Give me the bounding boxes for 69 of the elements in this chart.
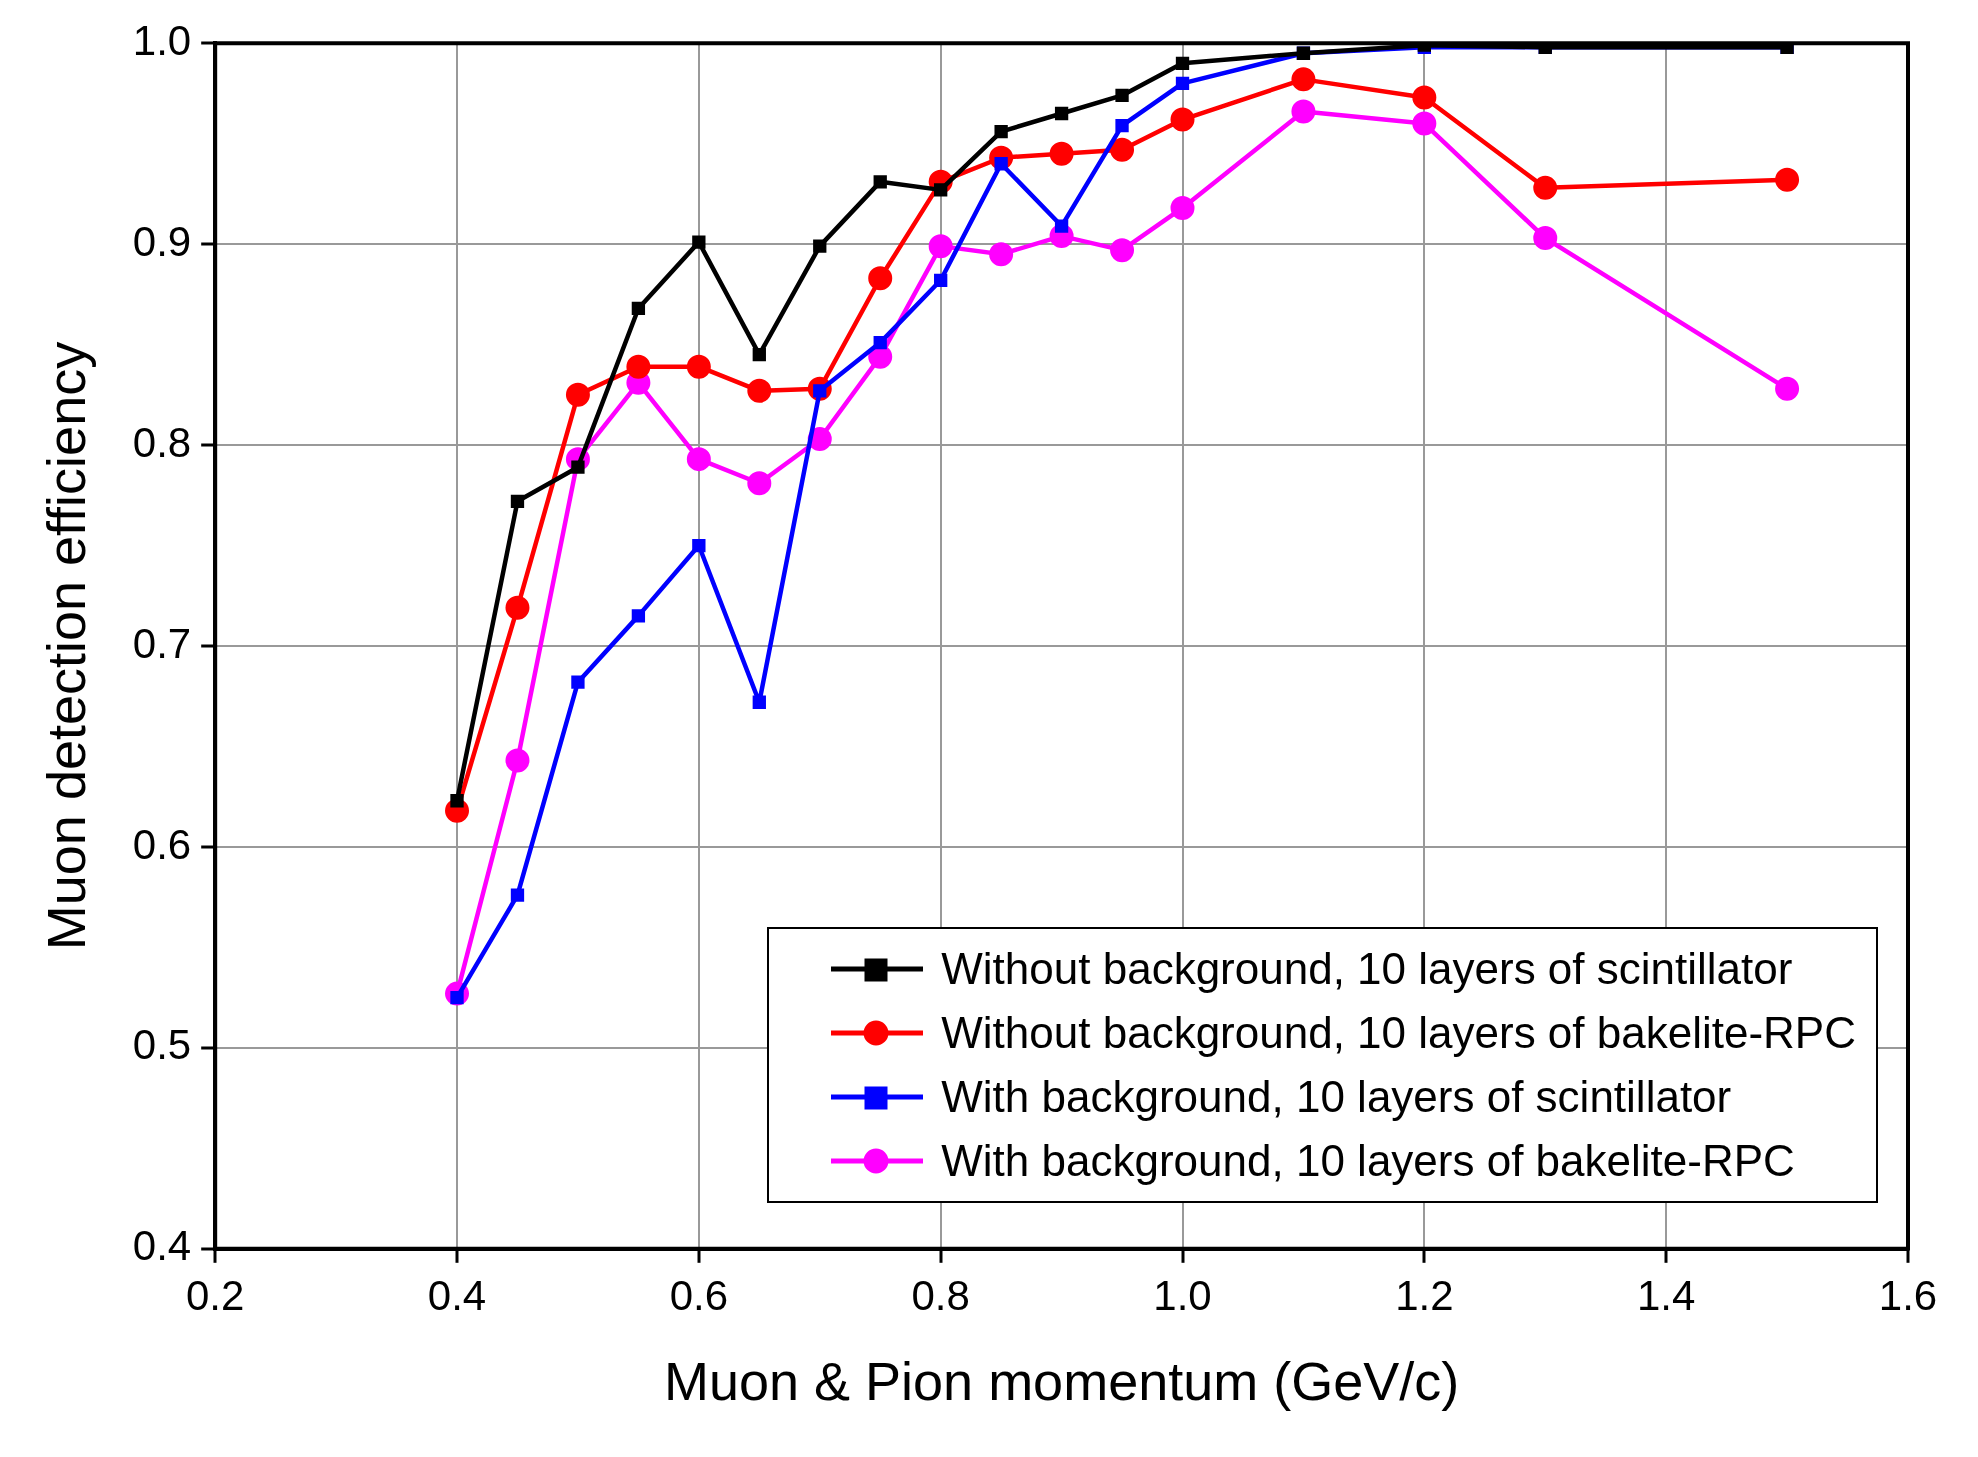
point [752, 347, 766, 362]
point [686, 354, 711, 379]
point [505, 595, 530, 620]
y-tick-label: 0.4 [132, 1222, 192, 1270]
point [1412, 85, 1437, 110]
point [1175, 56, 1190, 70]
point [813, 239, 827, 253]
point [1533, 226, 1558, 251]
y-tick-label: 0.6 [132, 820, 192, 868]
x-axis-title: Muon & Pion momentum (GeV/c) [663, 1351, 1460, 1412]
point [565, 382, 590, 407]
point [1054, 219, 1069, 233]
point [571, 675, 585, 689]
y-tick-label: 0.8 [132, 418, 192, 466]
point [1775, 376, 1800, 401]
point [1115, 118, 1129, 133]
y-tick-label: 1.0 [132, 16, 192, 64]
point [994, 124, 1008, 139]
x-tick-label: 0.2 [185, 1271, 245, 1319]
point [626, 354, 651, 379]
point [994, 157, 1008, 171]
point [631, 301, 646, 316]
point [505, 748, 530, 773]
point [873, 335, 887, 350]
point [692, 538, 706, 553]
point [1049, 141, 1074, 166]
point [692, 235, 706, 249]
x-tick-label: 1.0 [1153, 1271, 1212, 1319]
point [989, 242, 1014, 267]
point [934, 183, 948, 197]
point [868, 266, 893, 291]
point [686, 447, 711, 472]
y-tick-label: 0.9 [132, 217, 192, 265]
legend-label: Without background, 10 layers of bakelite-RPC [941, 1008, 1856, 1058]
legend-label: Without background, 10 layers of scintillator [941, 944, 1793, 994]
point [1291, 67, 1316, 92]
point [571, 460, 585, 474]
point [1054, 106, 1069, 121]
point [873, 175, 887, 189]
point [928, 234, 953, 259]
point [1170, 195, 1195, 220]
y-tick-label: 0.7 [132, 619, 192, 667]
point [934, 273, 948, 287]
point [1110, 137, 1135, 162]
x-tick-label: 0.6 [669, 1271, 729, 1319]
x-tick-label: 1.2 [1395, 1271, 1454, 1319]
point [510, 494, 525, 508]
legend-label: With background, 10 layers of scintillator [941, 1072, 1732, 1122]
point [1170, 107, 1195, 132]
x-tick-label: 1.6 [1878, 1271, 1938, 1319]
x-tick-label: 1.4 [1636, 1271, 1696, 1319]
point [1291, 99, 1316, 124]
point [450, 794, 464, 808]
legend-label: With background, 10 layers of bakelite-RPC [941, 1136, 1795, 1186]
y-axis-title: Muon detection efficiency [36, 341, 97, 951]
point [752, 695, 766, 709]
point [1533, 175, 1558, 200]
point [1110, 238, 1135, 263]
point [1775, 167, 1800, 192]
y-tick-label: 0.5 [132, 1021, 192, 1069]
point [747, 471, 772, 496]
point [631, 609, 646, 623]
point [1175, 76, 1190, 91]
point [1115, 88, 1129, 103]
point [1412, 111, 1437, 136]
x-tick-label: 0.8 [911, 1271, 970, 1319]
x-tick-label: 0.4 [427, 1271, 487, 1319]
point [510, 888, 525, 902]
point [747, 378, 772, 403]
